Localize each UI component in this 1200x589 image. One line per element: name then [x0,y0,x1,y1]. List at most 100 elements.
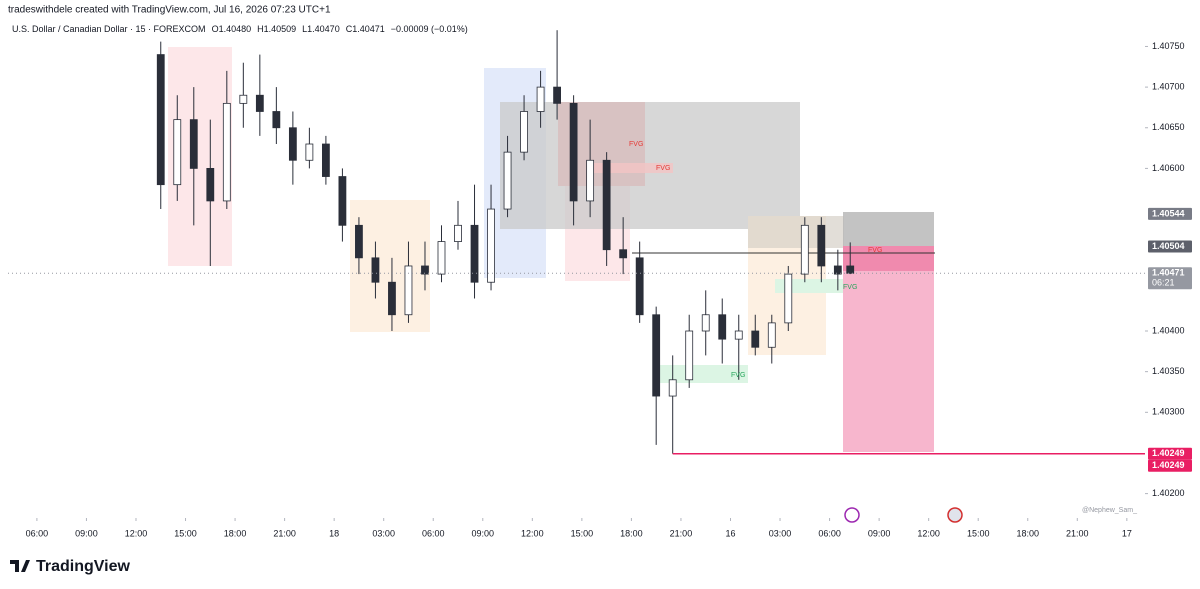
logo [10,560,30,572]
candle-body [734,330,743,340]
candle-body [602,159,611,251]
candle-body [222,102,231,202]
x-tick-label: 15:00 [967,528,990,538]
legend-item: U.S. Dollar / Canadian Dollar · 15 · FOR… [12,24,206,34]
watermark: @Nephew_Sam_ [1082,507,1137,514]
price-badge-label: 1.40471 [1152,268,1185,278]
candle-body [619,249,628,259]
candle-body [751,330,760,348]
candle-body [321,143,330,177]
candle-body [536,86,545,112]
price-badge-label: 1.40544 [1152,208,1185,218]
legend-item: −0.00009 (−0.01%) [391,24,468,34]
x-tick-label: 15:00 [571,528,594,538]
candle-body [569,102,578,202]
price-badge-label: 1.40249 [1152,460,1185,470]
candle-body [784,273,793,324]
price-badge [1148,459,1192,472]
zone [843,246,934,452]
y-tick-label: 1.40300 [1152,407,1185,417]
x-tick-label: 12:00 [125,528,148,538]
price-badge [1148,240,1192,253]
x-tick-label: 06:00 [26,528,49,538]
zone [590,163,673,173]
candle-body [503,151,512,210]
candle-body [553,86,561,104]
price-badge-label: 1.40504 [1152,241,1185,251]
candle-body [189,119,198,169]
candle-body [437,241,446,275]
x-tick-label: 18 [329,528,339,538]
caption: tradeswithdele created with TradingView.… [8,5,331,16]
candle-body [355,224,363,259]
x-tick-label: 18:00 [1016,528,1039,538]
candle-body [652,314,661,397]
legend: U.S. Dollar / Canadian Dollar · 15 · FOR… [12,24,468,34]
candle-body [800,224,809,275]
candle-body [817,224,826,267]
x-tick-label: 03:00 [372,528,395,538]
x-tick-label: 06:00 [818,528,841,538]
candle-body [487,208,495,283]
candle-body [586,159,595,202]
candle-body [338,176,347,226]
x-tick-label: 16 [725,528,735,538]
candle-body [388,281,396,316]
candle-body [767,322,776,348]
x-tick-label: 18:00 [224,528,247,538]
x-tick-label: 21:00 [273,528,296,538]
legend-item: O1.40480 [212,24,252,34]
candle-body [272,111,281,129]
x-tick-label: 09:00 [868,528,891,538]
candle-body [404,265,413,316]
candle-body [846,265,855,274]
candle-body [520,111,528,153]
candle-body [454,224,462,242]
candle-body [668,379,677,397]
candle-body [470,224,479,283]
zone [660,365,748,383]
x-tick-label: 12:00 [521,528,544,538]
legend-item: C1.40471 [346,24,385,34]
legend-item: H1.40509 [257,24,296,34]
x-tick-label: 18:00 [620,528,643,538]
price-badge [1148,447,1192,460]
candle-body [718,314,727,340]
y-tick-label: 1.40700 [1152,81,1185,91]
price-badge [1148,267,1192,290]
x-tick-label: 21:00 [1066,528,1089,538]
y-tick-label: 1.40200 [1152,488,1185,498]
zone [775,279,845,293]
candle-body [305,143,314,161]
zone [843,212,934,246]
x-tick-label: 03:00 [769,528,792,538]
candle-body [421,265,429,275]
x-tick-label: 17 [1122,528,1132,538]
x-tick-label: 09:00 [75,528,98,538]
fvg-label: FVG [731,372,745,379]
candle-body [239,94,248,104]
countdown: 06:21 [1152,278,1175,288]
candle-body [685,330,694,381]
candle-body [288,127,297,161]
y-tick-label: 1.40600 [1152,163,1185,173]
event-icon[interactable] [844,507,860,523]
candle-body [156,54,165,186]
candle-body [371,257,380,283]
x-tick-label: 12:00 [917,528,940,538]
y-tick-label: 1.40400 [1152,325,1185,335]
event-icon[interactable] [947,507,963,523]
y-tick-label: 1.40750 [1152,41,1185,51]
zone [748,216,844,248]
candles [156,30,855,454]
price-badge [1148,207,1192,220]
price-badge-label: 1.40249 [1152,448,1185,458]
x-tick-label: 21:00 [670,528,693,538]
y-tick-label: 1.40650 [1152,122,1185,132]
fvg-label: FVG [868,247,882,254]
candle-body [701,314,710,332]
x-tick-label: 09:00 [472,528,495,538]
candle-body [173,119,182,186]
fvg-label: FVG [843,284,857,291]
